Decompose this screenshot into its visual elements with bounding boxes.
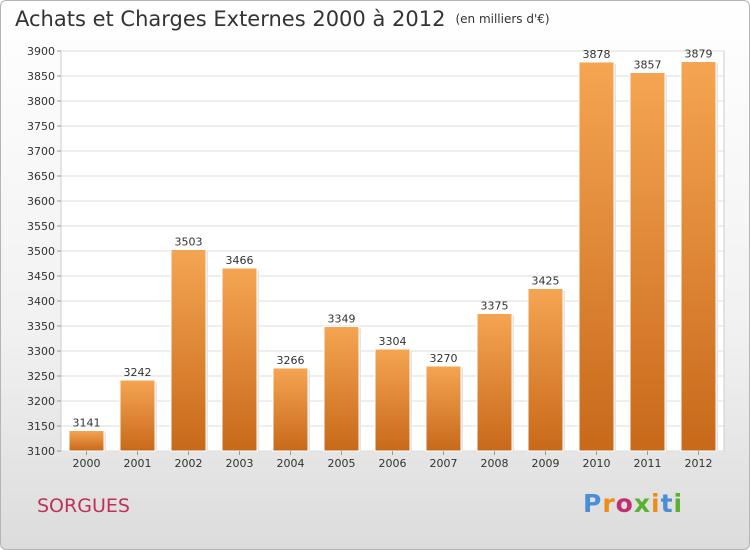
bar-2005	[323, 326, 360, 452]
y-tick-label: 3450	[27, 270, 55, 283]
data-label: 3466	[226, 254, 254, 267]
x-tick-label: 2009	[532, 457, 560, 470]
x-tick-label: 2006	[379, 457, 407, 470]
y-tick-label: 3700	[27, 145, 55, 158]
data-label: 3270	[430, 352, 458, 365]
x-tick-label: 2000	[73, 457, 101, 470]
bar-2001	[119, 379, 156, 452]
proxiti-logo: Proxiti	[583, 489, 683, 518]
commune-name: SORGUES	[37, 495, 130, 517]
data-label: 3425	[532, 275, 560, 288]
bar-2010	[578, 61, 615, 452]
y-tick-label: 3250	[27, 370, 55, 383]
bar-2011	[629, 72, 666, 452]
bars: 3141 3242 3503 3466 3266 3349 3304 3270 3375 3425…	[68, 48, 718, 452]
bar-2012	[680, 61, 717, 452]
chart-unit: (en milliers d'€)	[455, 12, 550, 26]
x-tick-label: 2001	[124, 457, 152, 470]
y-axis-ticks: 3100 3150 3200 3250 3300 3350 3400 3450 3500 3550…	[27, 45, 61, 458]
y-tick-label: 3600	[27, 195, 55, 208]
y-tick-label: 3650	[27, 170, 55, 183]
bar-2008	[476, 313, 513, 452]
x-axis-ticks: 2000 2001 2002 2003 2004 2005 2006 2007 2008 2009…	[73, 451, 713, 470]
logo-letter: i	[673, 489, 684, 518]
data-label: 3266	[277, 354, 305, 367]
x-tick-label: 2007	[430, 457, 458, 470]
chart-title-text: Achats et Charges Externes 2000 à 2012	[15, 7, 446, 31]
x-tick-label: 2003	[226, 457, 254, 470]
bar-2000	[68, 430, 105, 452]
data-label: 3879	[685, 48, 713, 61]
x-tick-label: 2002	[175, 457, 203, 470]
data-label: 3304	[379, 335, 407, 348]
y-tick-label: 3100	[27, 445, 55, 458]
data-label: 3857	[634, 59, 662, 72]
logo-letter: r	[602, 489, 616, 518]
x-tick-label: 2010	[583, 457, 611, 470]
bar-2006	[374, 348, 411, 452]
bar-2002	[170, 249, 207, 452]
bar-2009	[527, 288, 564, 452]
y-tick-label: 3500	[27, 245, 55, 258]
y-tick-label: 3750	[27, 120, 55, 133]
y-tick-label: 3900	[27, 45, 55, 58]
logo-letter: t	[660, 489, 674, 518]
y-tick-label: 3300	[27, 345, 55, 358]
x-tick-label: 2005	[328, 457, 356, 470]
chart-title: Achats et Charges Externes 2000 à 2012 (e…	[15, 7, 550, 31]
y-tick-label: 3800	[27, 95, 55, 108]
y-tick-label: 3400	[27, 295, 55, 308]
data-label: 3878	[583, 48, 611, 61]
bar-2007	[425, 365, 462, 452]
y-tick-label: 3150	[27, 420, 55, 433]
logo-letter: x	[633, 489, 651, 518]
data-label: 3375	[481, 300, 509, 313]
y-tick-label: 3350	[27, 320, 55, 333]
x-tick-label: 2012	[685, 457, 713, 470]
data-label: 3503	[175, 236, 203, 249]
data-label: 3242	[124, 366, 152, 379]
y-tick-label: 3850	[27, 70, 55, 83]
x-tick-label: 2004	[277, 457, 305, 470]
y-tick-label: 3550	[27, 220, 55, 233]
x-tick-label: 2011	[634, 457, 662, 470]
data-label: 3349	[328, 313, 356, 326]
y-tick-label: 3200	[27, 395, 55, 408]
data-label: 3141	[73, 417, 101, 430]
x-tick-label: 2008	[481, 457, 509, 470]
logo-letter: o	[615, 489, 634, 518]
bar-2003	[221, 267, 258, 452]
logo-letter: i	[651, 489, 661, 518]
logo-letter: P	[583, 489, 603, 518]
bar-2004	[272, 367, 309, 452]
